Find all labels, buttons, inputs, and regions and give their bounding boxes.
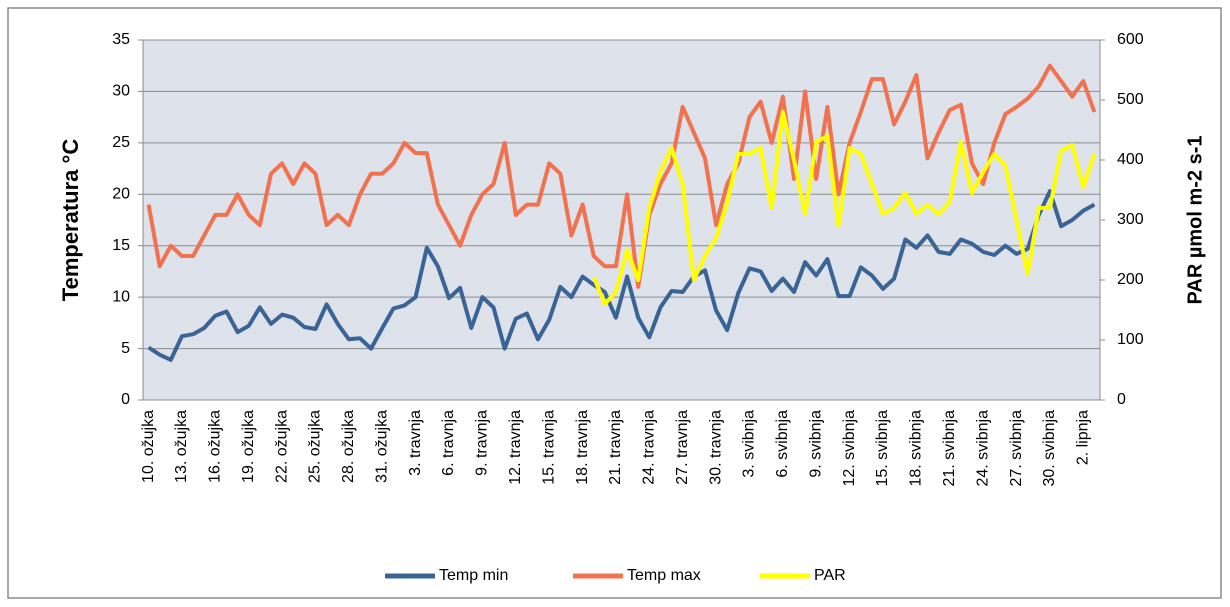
x-tick-label: 15. svibnja xyxy=(874,410,891,487)
x-tick-label: 6. travnja xyxy=(440,410,457,476)
x-tick-label: 21. svibnja xyxy=(941,410,958,487)
x-tick-label: 15. travnja xyxy=(540,410,557,485)
x-tick-label: 24. travnja xyxy=(641,410,658,485)
x-tick-label: 18. travnja xyxy=(574,410,591,485)
y-tick-label: 20 xyxy=(112,186,130,203)
x-tick-label: 3. travnja xyxy=(407,410,424,476)
x-tick-label: 30. svibnja xyxy=(1041,410,1058,487)
x-tick-label: 24. svibnja xyxy=(974,410,991,487)
y-tick-label: 0 xyxy=(121,391,130,408)
y-tick-label: 35 xyxy=(112,31,130,48)
x-tick-label: 31. ožujka xyxy=(373,410,390,483)
x-tick-label: 27. travnja xyxy=(674,410,691,485)
y2-tick-label: 500 xyxy=(1117,91,1144,108)
y2-tick-label: 0 xyxy=(1117,391,1126,408)
y2-tick-label: 200 xyxy=(1117,271,1144,288)
legend-label: Temp max xyxy=(627,567,701,584)
y-tick-label: 30 xyxy=(112,83,130,100)
x-tick-label: 22. ožujka xyxy=(273,410,290,483)
x-tick-label: 16. ožujka xyxy=(207,410,224,483)
x-tick-label: 27. svibnja xyxy=(1008,410,1025,487)
y-tick-label: 15 xyxy=(112,237,130,254)
y2-tick-label: 400 xyxy=(1117,151,1144,168)
x-tick-label: 9. travnja xyxy=(474,410,491,476)
y2-tick-label: 600 xyxy=(1117,31,1144,48)
x-tick-label: 28. ožujka xyxy=(340,410,357,483)
y-tick-label: 10 xyxy=(112,288,130,305)
x-tick-label: 18. svibnja xyxy=(908,410,925,487)
x-tick-label: 3. svibnja xyxy=(741,410,758,478)
x-tick-label: 12. travnja xyxy=(507,410,524,485)
x-tick-label: 9. svibnja xyxy=(807,410,824,478)
x-tick-label: 25. ožujka xyxy=(307,410,324,483)
series-line xyxy=(591,110,1097,306)
y-tick-label: 25 xyxy=(112,134,130,151)
y-tick-label: 5 xyxy=(121,340,130,357)
x-tick-label: 19. ožujka xyxy=(240,410,257,483)
x-tick-label: 12. svibnja xyxy=(841,410,858,487)
x-tick-label: 13. ožujka xyxy=(173,410,190,483)
y2-axis-title: PAR µmol m-2 s-1 xyxy=(1184,136,1206,305)
legend-label: PAR xyxy=(814,567,846,584)
y2-tick-label: 300 xyxy=(1117,211,1144,228)
legend-label: Temp min xyxy=(439,567,508,584)
series-line xyxy=(147,189,1096,362)
y-axis-title: Temperatura °C xyxy=(58,139,83,302)
x-tick-label: 2. lipnja xyxy=(1075,410,1092,465)
series-line xyxy=(146,63,1097,289)
x-tick-label: 10. ožujka xyxy=(140,410,157,483)
x-tick-label: 30. travnja xyxy=(707,410,724,485)
x-tick-label: 6. svibnja xyxy=(774,410,791,478)
y2-tick-label: 100 xyxy=(1117,331,1144,348)
x-tick-label: 21. travnja xyxy=(607,410,624,485)
